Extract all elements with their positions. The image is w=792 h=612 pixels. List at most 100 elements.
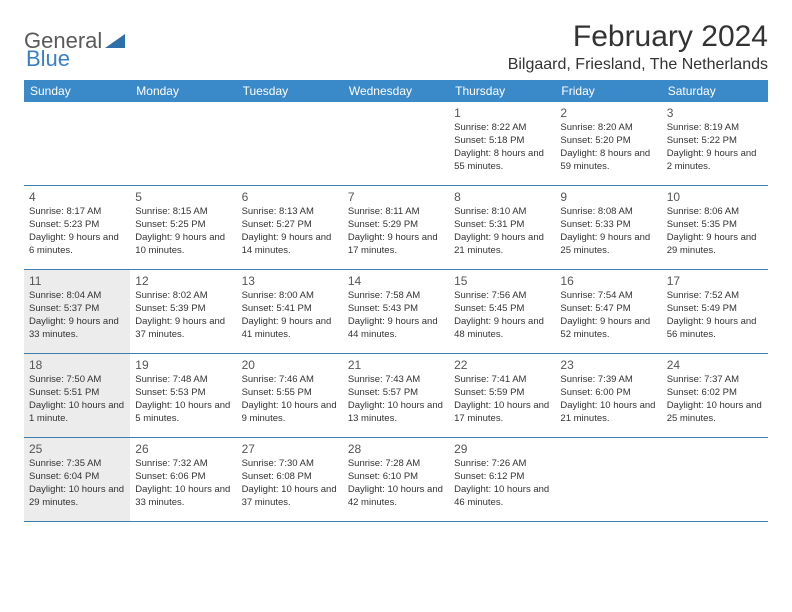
- daylight-line: Daylight: 9 hours and 6 minutes.: [29, 232, 125, 258]
- day-number: 8: [454, 189, 550, 205]
- day-number: 26: [135, 441, 231, 457]
- daylight-line: Daylight: 10 hours and 21 minutes.: [560, 400, 656, 426]
- day-cell: 15Sunrise: 7:56 AMSunset: 5:45 PMDayligh…: [449, 270, 555, 353]
- day-cell: 3Sunrise: 8:19 AMSunset: 5:22 PMDaylight…: [662, 102, 768, 185]
- day-number: 11: [29, 273, 125, 289]
- weeks-container: 1Sunrise: 8:22 AMSunset: 5:18 PMDaylight…: [24, 102, 768, 522]
- day-cell: 1Sunrise: 8:22 AMSunset: 5:18 PMDaylight…: [449, 102, 555, 185]
- daylight-line: Daylight: 9 hours and 14 minutes.: [242, 232, 338, 258]
- daylight-line: Daylight: 10 hours and 25 minutes.: [667, 400, 763, 426]
- sunset-line: Sunset: 5:43 PM: [348, 303, 444, 316]
- day-cell: 23Sunrise: 7:39 AMSunset: 6:00 PMDayligh…: [555, 354, 661, 437]
- daylight-line: Daylight: 9 hours and 2 minutes.: [667, 148, 763, 174]
- empty-cell: [130, 102, 236, 185]
- daylight-line: Daylight: 9 hours and 10 minutes.: [135, 232, 231, 258]
- sunrise-line: Sunrise: 8:20 AM: [560, 122, 656, 135]
- day-number: 19: [135, 357, 231, 373]
- daylight-line: Daylight: 9 hours and 52 minutes.: [560, 316, 656, 342]
- sunset-line: Sunset: 5:39 PM: [135, 303, 231, 316]
- daylight-line: Daylight: 10 hours and 9 minutes.: [242, 400, 338, 426]
- week-row: 1Sunrise: 8:22 AMSunset: 5:18 PMDaylight…: [24, 102, 768, 186]
- daylight-line: Daylight: 9 hours and 33 minutes.: [29, 316, 125, 342]
- day-header-row: SundayMondayTuesdayWednesdayThursdayFrid…: [24, 80, 768, 102]
- daylight-line: Daylight: 10 hours and 17 minutes.: [454, 400, 550, 426]
- day-cell: 26Sunrise: 7:32 AMSunset: 6:06 PMDayligh…: [130, 438, 236, 521]
- day-number: 14: [348, 273, 444, 289]
- day-cell: 24Sunrise: 7:37 AMSunset: 6:02 PMDayligh…: [662, 354, 768, 437]
- sunrise-line: Sunrise: 8:00 AM: [242, 290, 338, 303]
- day-cell: 16Sunrise: 7:54 AMSunset: 5:47 PMDayligh…: [555, 270, 661, 353]
- daylight-line: Daylight: 9 hours and 56 minutes.: [667, 316, 763, 342]
- sunset-line: Sunset: 5:29 PM: [348, 219, 444, 232]
- daylight-line: Daylight: 10 hours and 42 minutes.: [348, 484, 444, 510]
- daylight-line: Daylight: 10 hours and 29 minutes.: [29, 484, 125, 510]
- calendar: SundayMondayTuesdayWednesdayThursdayFrid…: [24, 80, 768, 522]
- day-number: 28: [348, 441, 444, 457]
- sunset-line: Sunset: 5:59 PM: [454, 387, 550, 400]
- month-title: February 2024: [508, 20, 768, 54]
- empty-cell: [343, 102, 449, 185]
- day-number: 5: [135, 189, 231, 205]
- day-number: 10: [667, 189, 763, 205]
- sunset-line: Sunset: 5:23 PM: [29, 219, 125, 232]
- sunrise-line: Sunrise: 7:41 AM: [454, 374, 550, 387]
- day-cell: 28Sunrise: 7:28 AMSunset: 6:10 PMDayligh…: [343, 438, 449, 521]
- day-number: 25: [29, 441, 125, 457]
- day-number: 27: [242, 441, 338, 457]
- day-number: 4: [29, 189, 125, 205]
- day-number: 12: [135, 273, 231, 289]
- sunrise-line: Sunrise: 7:30 AM: [242, 458, 338, 471]
- sunset-line: Sunset: 5:57 PM: [348, 387, 444, 400]
- day-cell: 12Sunrise: 8:02 AMSunset: 5:39 PMDayligh…: [130, 270, 236, 353]
- logo-sub: Blue: [24, 46, 70, 72]
- day-cell: 7Sunrise: 8:11 AMSunset: 5:29 PMDaylight…: [343, 186, 449, 269]
- sunrise-line: Sunrise: 7:32 AM: [135, 458, 231, 471]
- daylight-line: Daylight: 9 hours and 29 minutes.: [667, 232, 763, 258]
- sunrise-line: Sunrise: 7:37 AM: [667, 374, 763, 387]
- location: Bilgaard, Friesland, The Netherlands: [508, 56, 768, 74]
- day-cell: 21Sunrise: 7:43 AMSunset: 5:57 PMDayligh…: [343, 354, 449, 437]
- day-cell: 5Sunrise: 8:15 AMSunset: 5:25 PMDaylight…: [130, 186, 236, 269]
- day-header-cell: Wednesday: [343, 80, 449, 102]
- day-number: 13: [242, 273, 338, 289]
- day-cell: 8Sunrise: 8:10 AMSunset: 5:31 PMDaylight…: [449, 186, 555, 269]
- day-number: 7: [348, 189, 444, 205]
- day-cell: 14Sunrise: 7:58 AMSunset: 5:43 PMDayligh…: [343, 270, 449, 353]
- day-number: 3: [667, 105, 763, 121]
- day-header-cell: Tuesday: [237, 80, 343, 102]
- sunrise-line: Sunrise: 7:46 AM: [242, 374, 338, 387]
- day-number: 16: [560, 273, 656, 289]
- empty-cell: [555, 438, 661, 521]
- sunrise-line: Sunrise: 7:43 AM: [348, 374, 444, 387]
- sunrise-line: Sunrise: 8:15 AM: [135, 206, 231, 219]
- daylight-line: Daylight: 9 hours and 17 minutes.: [348, 232, 444, 258]
- sunrise-line: Sunrise: 8:06 AM: [667, 206, 763, 219]
- daylight-line: Daylight: 10 hours and 1 minute.: [29, 400, 125, 426]
- day-cell: 20Sunrise: 7:46 AMSunset: 5:55 PMDayligh…: [237, 354, 343, 437]
- daylight-line: Daylight: 8 hours and 55 minutes.: [454, 148, 550, 174]
- day-cell: 11Sunrise: 8:04 AMSunset: 5:37 PMDayligh…: [24, 270, 130, 353]
- daylight-line: Daylight: 10 hours and 13 minutes.: [348, 400, 444, 426]
- sunset-line: Sunset: 5:22 PM: [667, 135, 763, 148]
- sunset-line: Sunset: 5:51 PM: [29, 387, 125, 400]
- day-number: 29: [454, 441, 550, 457]
- sunrise-line: Sunrise: 8:19 AM: [667, 122, 763, 135]
- empty-cell: [24, 102, 130, 185]
- sunset-line: Sunset: 6:06 PM: [135, 471, 231, 484]
- sunrise-line: Sunrise: 8:11 AM: [348, 206, 444, 219]
- title-block: February 2024 Bilgaard, Friesland, The N…: [508, 20, 768, 74]
- daylight-line: Daylight: 9 hours and 44 minutes.: [348, 316, 444, 342]
- day-cell: 9Sunrise: 8:08 AMSunset: 5:33 PMDaylight…: [555, 186, 661, 269]
- sunset-line: Sunset: 5:33 PM: [560, 219, 656, 232]
- sunrise-line: Sunrise: 7:52 AM: [667, 290, 763, 303]
- sunset-line: Sunset: 5:31 PM: [454, 219, 550, 232]
- sunset-line: Sunset: 5:18 PM: [454, 135, 550, 148]
- sunset-line: Sunset: 5:41 PM: [242, 303, 338, 316]
- day-cell: 22Sunrise: 7:41 AMSunset: 5:59 PMDayligh…: [449, 354, 555, 437]
- daylight-line: Daylight: 8 hours and 59 minutes.: [560, 148, 656, 174]
- daylight-line: Daylight: 10 hours and 37 minutes.: [242, 484, 338, 510]
- sunset-line: Sunset: 6:04 PM: [29, 471, 125, 484]
- week-row: 4Sunrise: 8:17 AMSunset: 5:23 PMDaylight…: [24, 186, 768, 270]
- day-number: 21: [348, 357, 444, 373]
- daylight-line: Daylight: 9 hours and 41 minutes.: [242, 316, 338, 342]
